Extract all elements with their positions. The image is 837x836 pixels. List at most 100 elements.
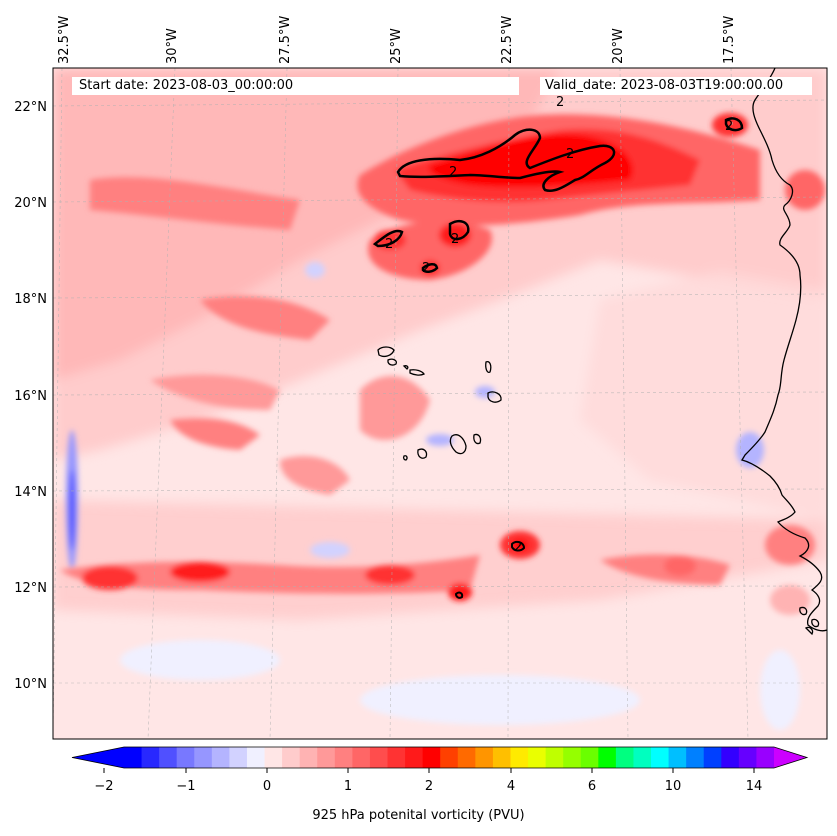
colorbar-ticks [103,768,755,773]
colorbar-segment [703,747,722,768]
colorbar-segment [738,747,757,768]
coastlines [377,68,827,636]
contour-north-small-3 [421,263,439,273]
colorbar-segment [159,747,178,768]
colorbar-tick-label: 0 [263,779,271,794]
longitude-labels: 32.5°W 30°W 27.5°W 25°W 22.5°W 20°W 17.5… [57,16,737,64]
colorbar-tick-label: 6 [588,779,596,794]
lat-label: 14°N [14,485,47,500]
colorbar-segment [651,747,670,768]
contour-north-main [396,128,616,192]
island-santo-antao [377,346,395,357]
contour-label: 2 [725,119,733,134]
lon-label: 27.5°W [278,16,293,64]
contour-label: 2 [514,540,522,555]
colorbar-segment [492,747,511,768]
map-area: 2 2 2 2 2 2 2 2 [53,68,827,739]
colorbar-segment [633,747,652,768]
colorbar-segment [317,747,336,768]
island-fogo [417,448,428,459]
lat-label: 16°N [14,389,47,404]
pv-field-strong [90,113,825,495]
island-brava [402,455,408,461]
start-date-label: Start date: 2023-08-03_00:00:00 [72,77,519,95]
colorbar-segment [141,747,160,768]
lon-label: 20°W [611,28,626,64]
latitude-labels: 22°N 20°N 18°N 16°N 14°N 12°N 10°N [14,100,47,692]
contour-label: 2 [449,165,457,180]
colorbar [71,746,809,769]
contour-label: 2 [385,237,393,252]
colorbar-segment [615,747,634,768]
contour-ne [724,117,744,132]
colorbar-segment [369,747,389,768]
colorbar-segment [721,747,740,768]
colorbar-segment [229,747,248,768]
island-santa-luzia [402,365,409,370]
colorbar-segment [211,747,230,768]
colorbar-title: 925 hPa potenital vorticity (PVU) [312,808,525,823]
lat-label: 20°N [14,196,47,211]
colorbar-segment [124,747,143,768]
lon-label: 17.5°W [722,16,737,64]
colorbar-over-extend [774,747,807,768]
contour-label: 2 [566,147,574,162]
pv-field-negative [66,262,800,730]
colorbar-outline [71,746,809,769]
contour-label: 2 [451,232,459,247]
colorbar-segment [598,747,617,768]
lat-label: 10°N [14,677,47,692]
lon-label: 32.5°W [57,16,72,64]
island-boa-vista [487,391,502,403]
colorbar-segment [282,747,301,768]
colorbar-segment [352,747,371,768]
colorbar-segment [299,747,318,768]
contour-labels: 2 2 2 2 2 2 2 2 [385,95,733,555]
lon-label: 25°W [389,28,404,64]
contour-north-small-1 [448,220,470,241]
colorbar-under-extend [72,747,124,768]
valid-date-label: Valid_date: 2023-08-03T19:00:00.00 [540,77,812,95]
colorbar-segment [545,747,564,768]
colorbar-segment [580,747,599,768]
colorbar-tick-label: 14 [746,779,763,794]
colorbar-tick-label: 4 [507,779,515,794]
map-frame [52,67,828,740]
gridlines [53,68,827,739]
colorbar-tick-label: −2 [94,779,113,794]
island-sal [485,360,492,374]
island-maio [473,433,482,445]
island-sao-vicente [387,358,398,366]
lat-label: 22°N [14,100,47,115]
colorbar-segment [686,747,705,768]
lon-label: 22.5°W [500,16,515,64]
colorbar-segment [405,747,424,768]
lon-label: 30°W [165,28,180,64]
colorbar-segment [510,747,529,768]
island-santiago [449,434,467,455]
colorbar-segment [756,747,775,768]
africa-coastline [740,68,827,632]
colorbar-tick-label: 1 [344,779,352,794]
colorbar-segment [475,747,494,768]
colorbar-tick-label: −1 [176,779,195,794]
colorbar-segment [457,747,476,768]
colorbar-tick-labels: −2 −1 0 1 2 4 6 10 14 [94,779,762,794]
colorbar-segment [246,747,266,768]
contour-south-2 [454,591,464,599]
colorbar-segment [387,747,406,768]
contour-label: 2 [556,95,564,110]
colorbar-tick-label: 2 [425,779,433,794]
contour-label: 2 [422,261,430,276]
island-sao-nicolau [409,369,425,376]
colorbar-segment [563,747,582,768]
colorbar-segment [528,747,547,768]
colorbar-segment [264,747,283,768]
colorbar-segment [334,747,353,768]
lat-label: 18°N [14,292,47,307]
colorbar-segment [194,747,213,768]
colorbar-tick-label: 10 [665,779,682,794]
colorbar-segment [668,747,687,768]
colorbar-segment [440,747,459,768]
contour-north-small-2 [372,229,404,248]
